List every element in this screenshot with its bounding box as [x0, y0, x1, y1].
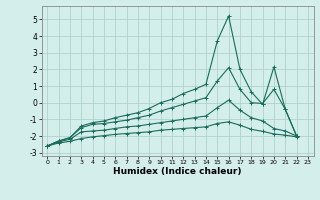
X-axis label: Humidex (Indice chaleur): Humidex (Indice chaleur) — [113, 167, 242, 176]
